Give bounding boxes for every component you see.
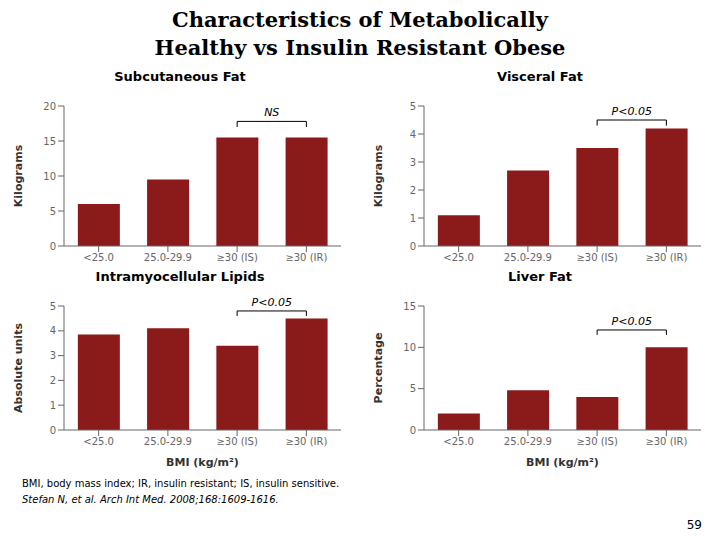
svg-text:<25.0: <25.0 bbox=[83, 252, 114, 263]
html-text:59: 59 bbox=[686, 518, 702, 532]
svg-text:25.0-29.9: 25.0-29.9 bbox=[144, 436, 192, 447]
svg-text:3: 3 bbox=[410, 157, 416, 168]
svg-text:NS: NS bbox=[264, 106, 279, 119]
svg-text:P<0.05: P<0.05 bbox=[252, 296, 292, 309]
html-text:Healthy vs Insulin Resistant O: Healthy vs Insulin Resistant Obese bbox=[154, 35, 566, 60]
html-text:Intramyocellular Lipids: Intramyocellular Lipids bbox=[95, 269, 265, 284]
svg-text:Kilograms: Kilograms bbox=[12, 144, 25, 207]
svg-text:3: 3 bbox=[50, 350, 56, 361]
svg-text:≥30 (IS): ≥30 (IS) bbox=[576, 252, 617, 263]
svg-text:4: 4 bbox=[410, 129, 416, 140]
svg-text:5: 5 bbox=[50, 301, 56, 312]
svg-text:Kilograms: Kilograms bbox=[372, 144, 385, 207]
svg-text:2: 2 bbox=[410, 185, 416, 196]
html-text:BMI, body mass index; IR, insu: BMI, body mass index; IR, insulin resist… bbox=[22, 478, 340, 489]
svg-text:≥30 (IS): ≥30 (IS) bbox=[576, 436, 617, 447]
svg-text:15: 15 bbox=[43, 136, 56, 147]
svg-text:4: 4 bbox=[50, 325, 56, 336]
svg-text:BMI (kg/m²): BMI (kg/m²) bbox=[166, 456, 239, 468]
svg-text:≥30 (IS): ≥30 (IS) bbox=[216, 436, 257, 447]
svg-text:BMI (kg/m²): BMI (kg/m²) bbox=[526, 456, 599, 468]
svg-text:10: 10 bbox=[403, 342, 416, 353]
svg-text:≥30 (IR): ≥30 (IR) bbox=[285, 252, 327, 263]
svg-text:Percentage: Percentage bbox=[372, 333, 385, 404]
svg-text:<25.0: <25.0 bbox=[443, 252, 474, 263]
svg-text:≥30 (IR): ≥30 (IR) bbox=[645, 252, 687, 263]
svg-text:25.0-29.9: 25.0-29.9 bbox=[144, 252, 192, 263]
svg-text:5: 5 bbox=[50, 206, 56, 217]
html-text:Subcutaneous Fat: Subcutaneous Fat bbox=[114, 69, 246, 84]
html-text:Stefan N, et al. Arch Int Med.: Stefan N, et al. Arch Int Med. 2008;168:… bbox=[22, 494, 279, 505]
svg-text:25.0-29.9: 25.0-29.9 bbox=[504, 252, 552, 263]
svg-text:<25.0: <25.0 bbox=[443, 436, 474, 447]
svg-text:≥30 (IS): ≥30 (IS) bbox=[216, 252, 257, 263]
svg-text:25.0-29.9: 25.0-29.9 bbox=[504, 436, 552, 447]
svg-text:0: 0 bbox=[50, 425, 56, 436]
svg-text:5: 5 bbox=[410, 101, 416, 112]
svg-text:≥30 (IR): ≥30 (IR) bbox=[285, 436, 327, 447]
svg-text:Absolute units: Absolute units bbox=[12, 323, 25, 413]
html-text:Liver Fat: Liver Fat bbox=[508, 269, 572, 284]
svg-text:0: 0 bbox=[410, 241, 416, 252]
svg-text:20: 20 bbox=[43, 101, 56, 112]
svg-text:10: 10 bbox=[43, 171, 56, 182]
svg-text:1: 1 bbox=[50, 400, 56, 411]
svg-text:1: 1 bbox=[410, 213, 416, 224]
svg-text:P<0.05: P<0.05 bbox=[612, 315, 652, 328]
svg-text:0: 0 bbox=[410, 425, 416, 436]
html-text:Visceral Fat: Visceral Fat bbox=[497, 69, 583, 84]
html-text:Characteristics of Metabolical: Characteristics of Metabolically bbox=[172, 7, 548, 32]
svg-text:<25.0: <25.0 bbox=[83, 436, 114, 447]
svg-text:P<0.05: P<0.05 bbox=[612, 105, 652, 118]
svg-text:≥30 (IR): ≥30 (IR) bbox=[645, 436, 687, 447]
svg-text:2: 2 bbox=[50, 375, 56, 386]
svg-text:5: 5 bbox=[410, 383, 416, 394]
svg-text:0: 0 bbox=[50, 241, 56, 252]
svg-text:15: 15 bbox=[403, 301, 416, 312]
